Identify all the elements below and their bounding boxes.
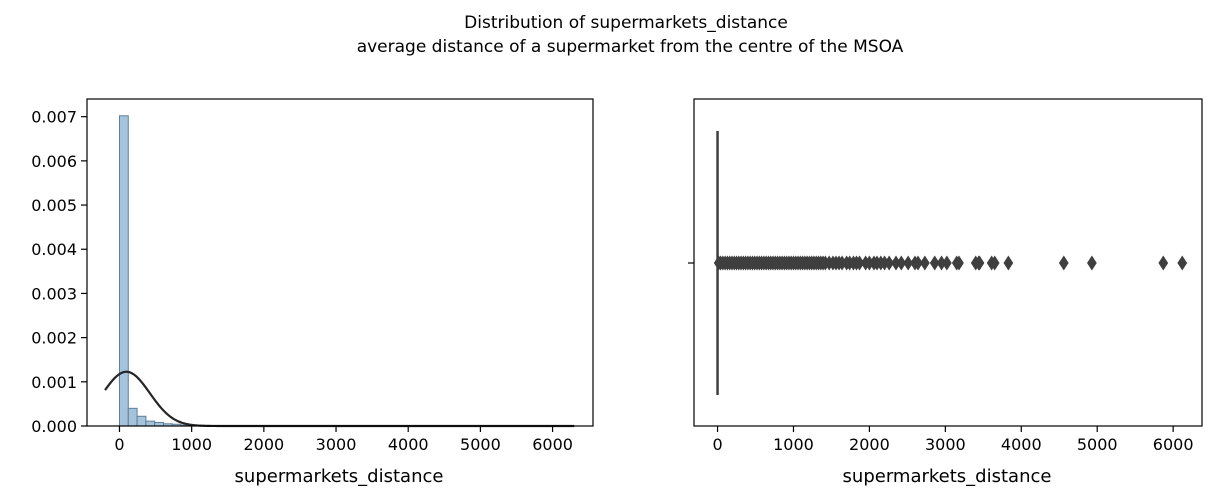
x-tick-label: 4000 <box>388 435 429 454</box>
figure-title: Distribution of supermarkets_distance <box>464 13 788 33</box>
x-tick-label: 6000 <box>1153 435 1194 454</box>
x-tick-label: 5000 <box>460 435 501 454</box>
outlier-point <box>974 255 985 271</box>
outlier-point <box>1158 255 1169 271</box>
y-tick-label: 0.007 <box>31 108 77 127</box>
y-tick-label: 0.006 <box>31 152 77 171</box>
x-tick-label: 2000 <box>849 435 890 454</box>
y-tick-label: 0.004 <box>31 240 77 259</box>
x-axis-label: supermarkets_distance <box>235 466 444 487</box>
outlier-point <box>913 255 923 271</box>
x-tick-label: 2000 <box>243 435 284 454</box>
outlier-point <box>1177 255 1188 271</box>
y-tick-label: 0.000 <box>31 417 77 436</box>
x-tick-label: 3000 <box>316 435 357 454</box>
outlier-point <box>942 255 952 271</box>
x-tick-label: 5000 <box>1077 435 1118 454</box>
outlier-point <box>989 255 1000 271</box>
x-tick-label: 0 <box>712 435 722 454</box>
x-axis-label: supermarkets_distance <box>843 466 1052 487</box>
outlier-point <box>1087 255 1097 271</box>
outlier-point <box>929 255 940 271</box>
figure-subtitle: average distance of a supermarket from t… <box>357 37 904 57</box>
y-tick-label: 0.001 <box>31 373 77 392</box>
boxplot-plot: 0 1000 2000 3000 4000 5000 6000 supermarkets_di… <box>688 98 1203 487</box>
outlier-point <box>1003 255 1014 271</box>
outlier-point <box>1058 255 1069 271</box>
x-tick-label: 1000 <box>171 435 212 454</box>
outlier-point <box>896 255 907 271</box>
x-tick-label: 4000 <box>1001 435 1042 454</box>
outlier-point <box>919 255 930 271</box>
histogram-bar <box>127 407 138 427</box>
histogram-bar <box>145 420 156 427</box>
histogram-bar <box>136 415 147 427</box>
outlier-point <box>903 255 913 271</box>
y-tick-label: 0.003 <box>31 284 77 303</box>
y-tick-label: 0.005 <box>31 196 77 215</box>
plot-frame <box>86 98 594 427</box>
x-tick-label: 0 <box>114 435 124 454</box>
x-tick-label: 3000 <box>925 435 966 454</box>
outlier-point <box>954 255 964 271</box>
density-curve <box>104 370 575 428</box>
histogram-bar <box>118 115 129 427</box>
outlier-point <box>884 255 895 271</box>
x-tick-label: 1000 <box>773 435 814 454</box>
y-tick-label: 0.002 <box>31 329 77 348</box>
x-tick-label: 6000 <box>532 435 573 454</box>
histogram-plot: 0 1000 2000 3000 4000 5000 6000 0.000 0.001 0.002… <box>31 98 594 487</box>
